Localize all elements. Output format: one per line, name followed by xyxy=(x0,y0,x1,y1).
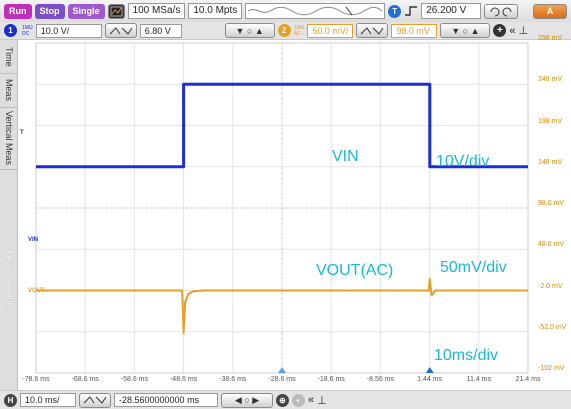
collapse-bottom-icon[interactable]: « xyxy=(308,394,315,406)
acquisition-toolbar: Run Stop Single 100 MSa/s 10.0 Mpts T 26… xyxy=(0,0,571,22)
acquire-mode-icon[interactable] xyxy=(107,3,125,19)
x-tick-label: 21.4 ms xyxy=(515,376,541,383)
pin-bottom-icon[interactable]: ⊥ xyxy=(317,394,327,407)
pin-icon[interactable]: ⊥ xyxy=(518,25,529,37)
y-tick-label: 98.0 mV xyxy=(538,200,565,207)
single-button[interactable]: Single xyxy=(67,3,105,19)
tab-measurements[interactable]: Measurements xyxy=(0,170,18,390)
waveform-canvas xyxy=(35,42,529,374)
stop-button[interactable]: Stop xyxy=(34,3,65,19)
trace-vout xyxy=(36,277,528,335)
autoscale-button[interactable]: A xyxy=(533,3,567,19)
x-tick-label: -58.6 ms xyxy=(120,376,149,383)
time-reference-marker xyxy=(278,367,286,373)
trigger-position-marker xyxy=(425,367,434,373)
time-position-stepper[interactable]: ◀ ○ ▶ xyxy=(221,392,273,408)
horizontal-controls: H 10.0 ms/ -28.5600000000 ms ◀ ○ ▶ ⊕ ◐ «… xyxy=(0,390,571,409)
ch2-coupling-mode: AC xyxy=(293,30,301,37)
ch1-trigger-marker[interactable]: T xyxy=(20,130,24,136)
ch1-indicator[interactable]: 1 xyxy=(4,24,17,37)
x-tick-label: -38.6 ms xyxy=(219,376,247,383)
ch2-coupling[interactable]: 1MΩ AC xyxy=(294,25,305,37)
trigger-level-field[interactable]: 26.200 V xyxy=(421,3,482,19)
ch1-scale-field[interactable]: 10.0 V/ xyxy=(35,23,102,38)
ch1-coupling-mode: DC xyxy=(22,30,30,37)
y-tick-label: 148 mV xyxy=(538,158,563,166)
x-tick-label: -18.6 ms xyxy=(317,376,345,383)
y-tick-label: -102 mV xyxy=(538,365,565,372)
x-tick-label: 1.44 ms xyxy=(417,376,443,383)
y-tick-label: -2.0 mV xyxy=(538,282,563,290)
tab-vertical-meas-label: Vertical Meas xyxy=(4,111,14,166)
y-tick-label: 248 mV xyxy=(538,76,563,84)
trigger-source-icon[interactable]: T xyxy=(388,4,402,18)
horizontal-icon[interactable]: H xyxy=(4,393,17,407)
tab-measurements-label: Measurements xyxy=(4,250,14,310)
x-tick-label: -68.6 ms xyxy=(71,376,99,383)
x-tick-label: -28.6 ms xyxy=(268,376,296,383)
time-scale-annotation: 10ms/div xyxy=(434,347,499,364)
vin-scale-annotation: 10V/div xyxy=(436,153,490,170)
tab-time-label: Time xyxy=(4,46,14,67)
vin-ground-marker[interactable]: VIN xyxy=(28,237,39,243)
collapse-icon[interactable]: « xyxy=(509,24,516,37)
ch1-offset-stepper[interactable]: ▼ ○ ▲ xyxy=(224,23,275,38)
y-tick-label: 198 mV xyxy=(538,117,563,125)
ch1-impedance: 1MΩ xyxy=(22,24,33,31)
waveform-overview[interactable] xyxy=(245,3,386,19)
add-channel-icon[interactable]: + xyxy=(493,24,507,37)
y-tick-label: 298 mV xyxy=(538,35,563,42)
time-position-field[interactable]: -28.5600000000 ms xyxy=(114,393,218,407)
tab-meas[interactable]: Meas xyxy=(0,74,18,108)
x-tick-label: -8.56 ms xyxy=(366,376,395,383)
trace-vin xyxy=(36,82,528,169)
vertical-controls: 1 1MΩ DC 10.0 V/ 6.80 V ▼ ○ ▲ 2 1MΩ AC 5… xyxy=(0,22,571,40)
vout-ground-marker[interactable]: VOUT xyxy=(28,288,45,294)
side-tabs: Time Meas Vertical Meas Measurements xyxy=(0,40,18,390)
x-tick-label: 11.4 ms xyxy=(466,376,491,383)
sample-rate-display: 100 MSa/s xyxy=(127,3,186,19)
memory-depth-display: 10.0 Mpts xyxy=(188,3,243,19)
x-tick-label: -78.6 ms xyxy=(22,376,50,383)
tab-vertical-meas[interactable]: Vertical Meas xyxy=(0,108,18,170)
tab-time[interactable]: Time xyxy=(0,40,18,74)
ch1-coupling[interactable]: 1MΩ DC xyxy=(22,25,33,37)
tab-meas-label: Meas xyxy=(4,79,14,102)
y-tick-label: -52.0 mV xyxy=(538,323,567,331)
x-tick-label: -48.6 ms xyxy=(169,376,198,383)
ch1-offset-field[interactable]: 6.80 V xyxy=(139,23,182,38)
ch2-scale-field[interactable]: 50.0 mV/ xyxy=(307,23,354,38)
ch2-offset-field[interactable]: 98.0 mV xyxy=(391,23,438,38)
time-scale-knob[interactable] xyxy=(79,392,111,408)
vout-scale-annotation: 50mV/div xyxy=(440,259,507,276)
run-button[interactable]: Run xyxy=(4,3,32,19)
ch2-impedance: 1MΩ xyxy=(293,24,305,31)
zoom-icon[interactable]: ⊕ xyxy=(276,393,289,407)
vin-annotation: VIN xyxy=(332,148,359,165)
y-tick-label: 48.0 mV xyxy=(538,241,565,249)
ch2-indicator[interactable]: 2 xyxy=(277,24,291,37)
ch2-offset-stepper[interactable]: ▼ ○ ▲ xyxy=(440,23,491,38)
waveform-display[interactable]: VIN 10V/div VOUT(AC) 50mV/div 10ms/div T… xyxy=(18,35,571,390)
time-scale-field[interactable]: 10.0 ms/ xyxy=(20,393,76,407)
vout-annotation: VOUT(AC) xyxy=(316,262,394,279)
ch2-scale-knob[interactable] xyxy=(356,23,389,38)
reference-icon[interactable]: ◐ xyxy=(292,393,305,407)
undo-redo-button[interactable] xyxy=(484,3,519,19)
autoscale-label: A xyxy=(546,6,554,16)
ch1-scale-knob[interactable] xyxy=(104,23,137,38)
trigger-edge-icon[interactable] xyxy=(404,5,418,17)
